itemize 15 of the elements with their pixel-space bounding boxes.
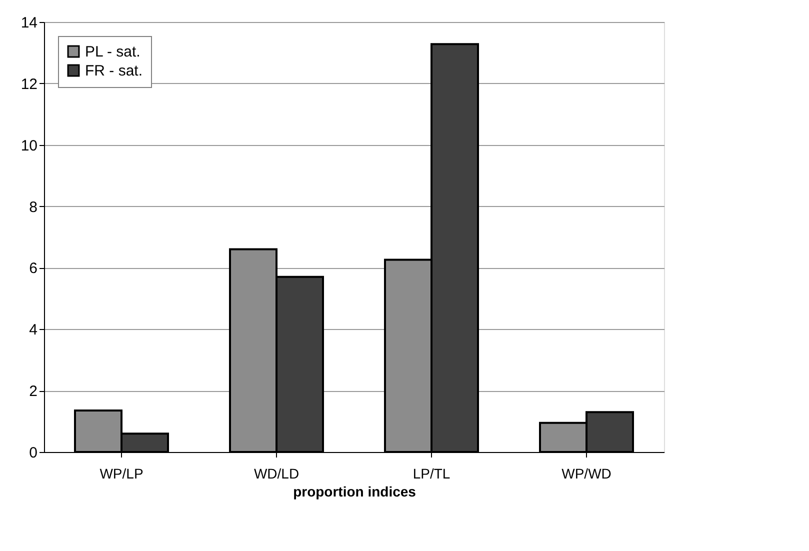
x-axis-title: proportion indices [293, 484, 416, 500]
legend-label: FR - sat. [85, 62, 143, 80]
x-tick-label: WP/WD [562, 466, 612, 482]
y-tick-label: 4 [29, 322, 38, 339]
y-tick-label: 6 [29, 260, 38, 278]
y-tick-label: 0 [29, 444, 38, 462]
y-tick-label: 10 [20, 137, 38, 154]
legend-label: PL - sat. [85, 44, 140, 60]
x-tick-label: WP/LP [100, 466, 144, 482]
x-tick-label: WD/LD [254, 466, 300, 482]
y-tick-label: 14 [20, 14, 38, 32]
y-tick-label: 12 [20, 76, 38, 93]
x-tick-label: LP/TL [412, 466, 450, 482]
y-tick-label: 2 [29, 383, 38, 400]
y-tick-label: 8 [29, 198, 38, 216]
